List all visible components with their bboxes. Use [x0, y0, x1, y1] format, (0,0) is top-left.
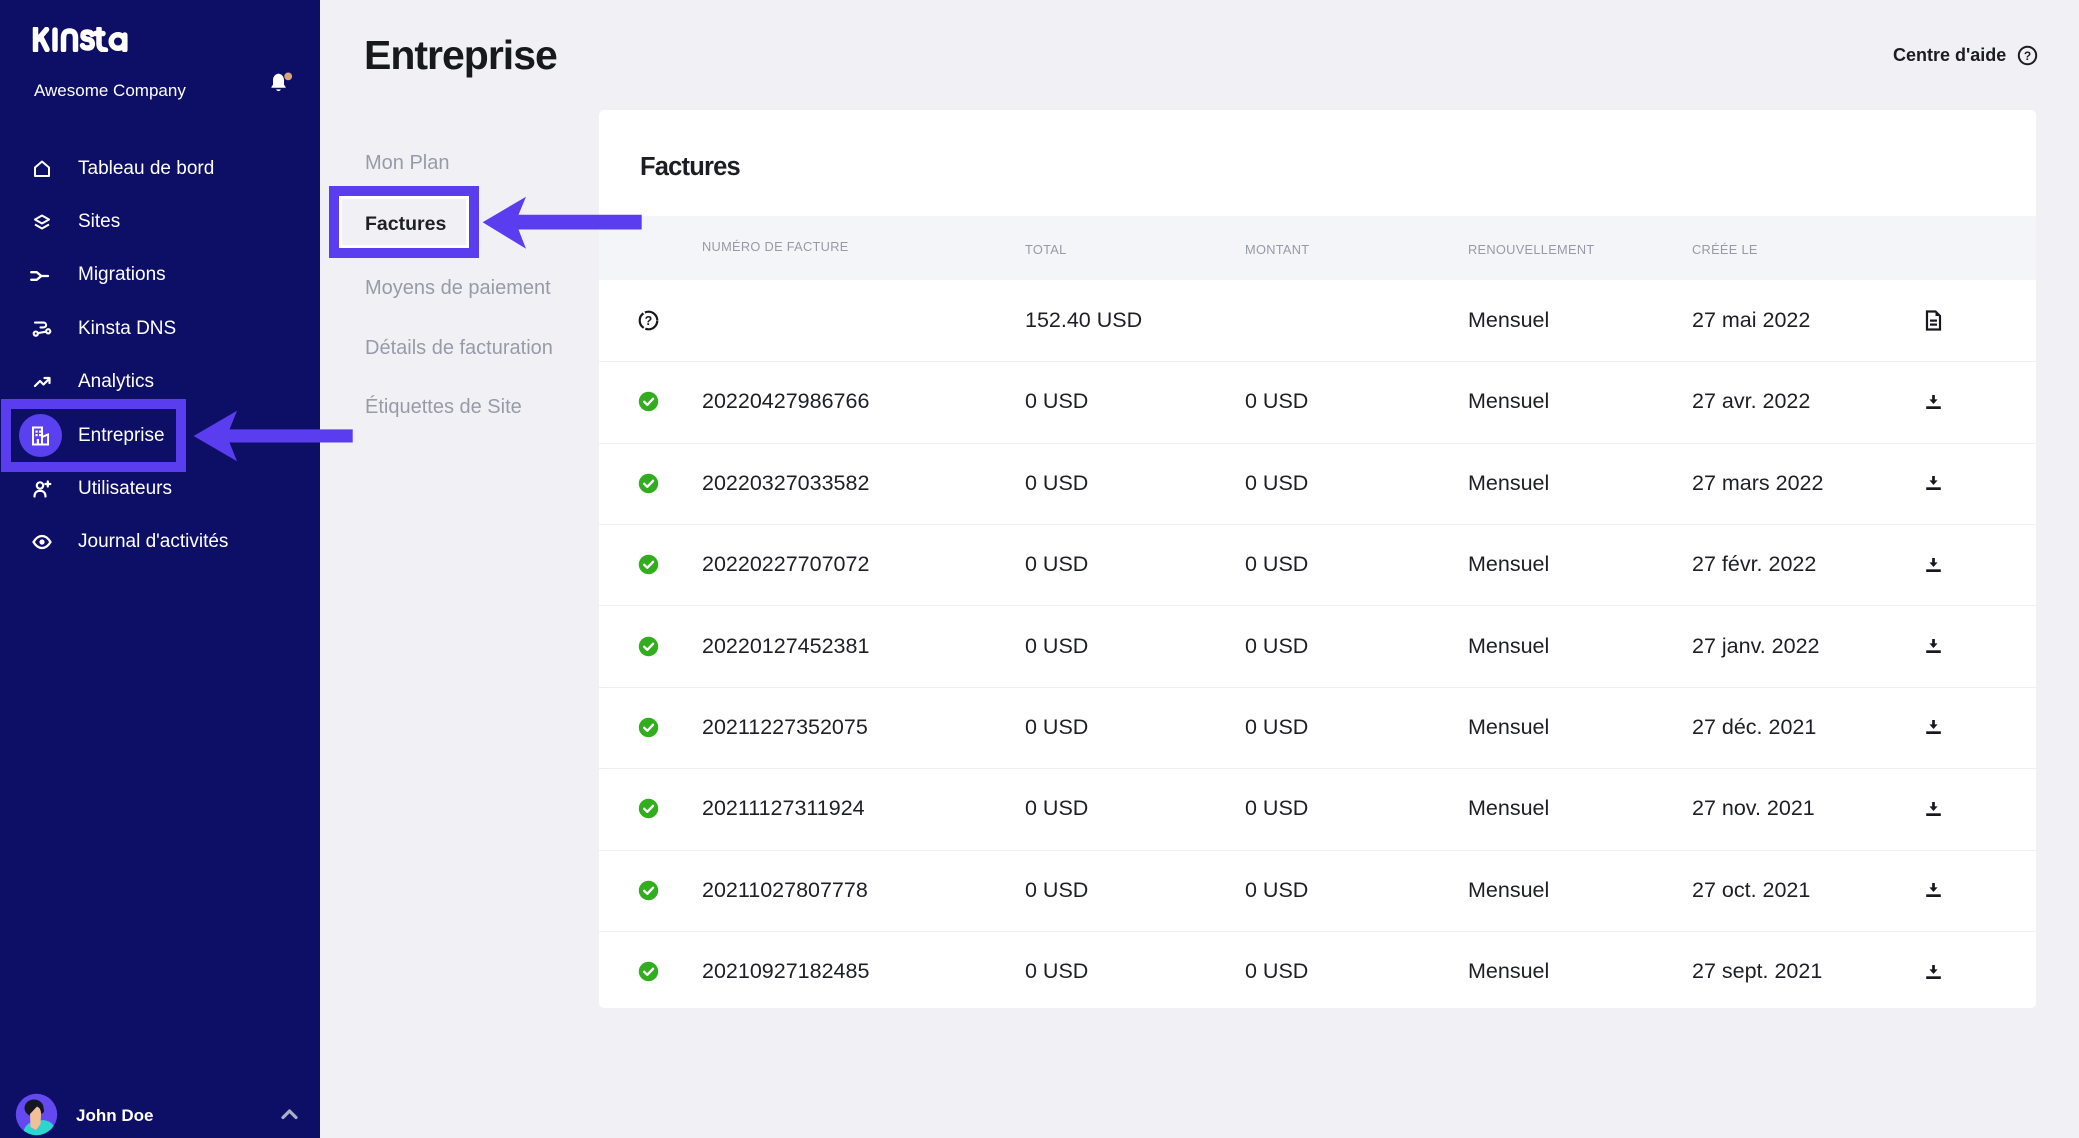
svg-text:?: ?: [2024, 49, 2031, 63]
svg-text:?: ?: [645, 314, 653, 328]
